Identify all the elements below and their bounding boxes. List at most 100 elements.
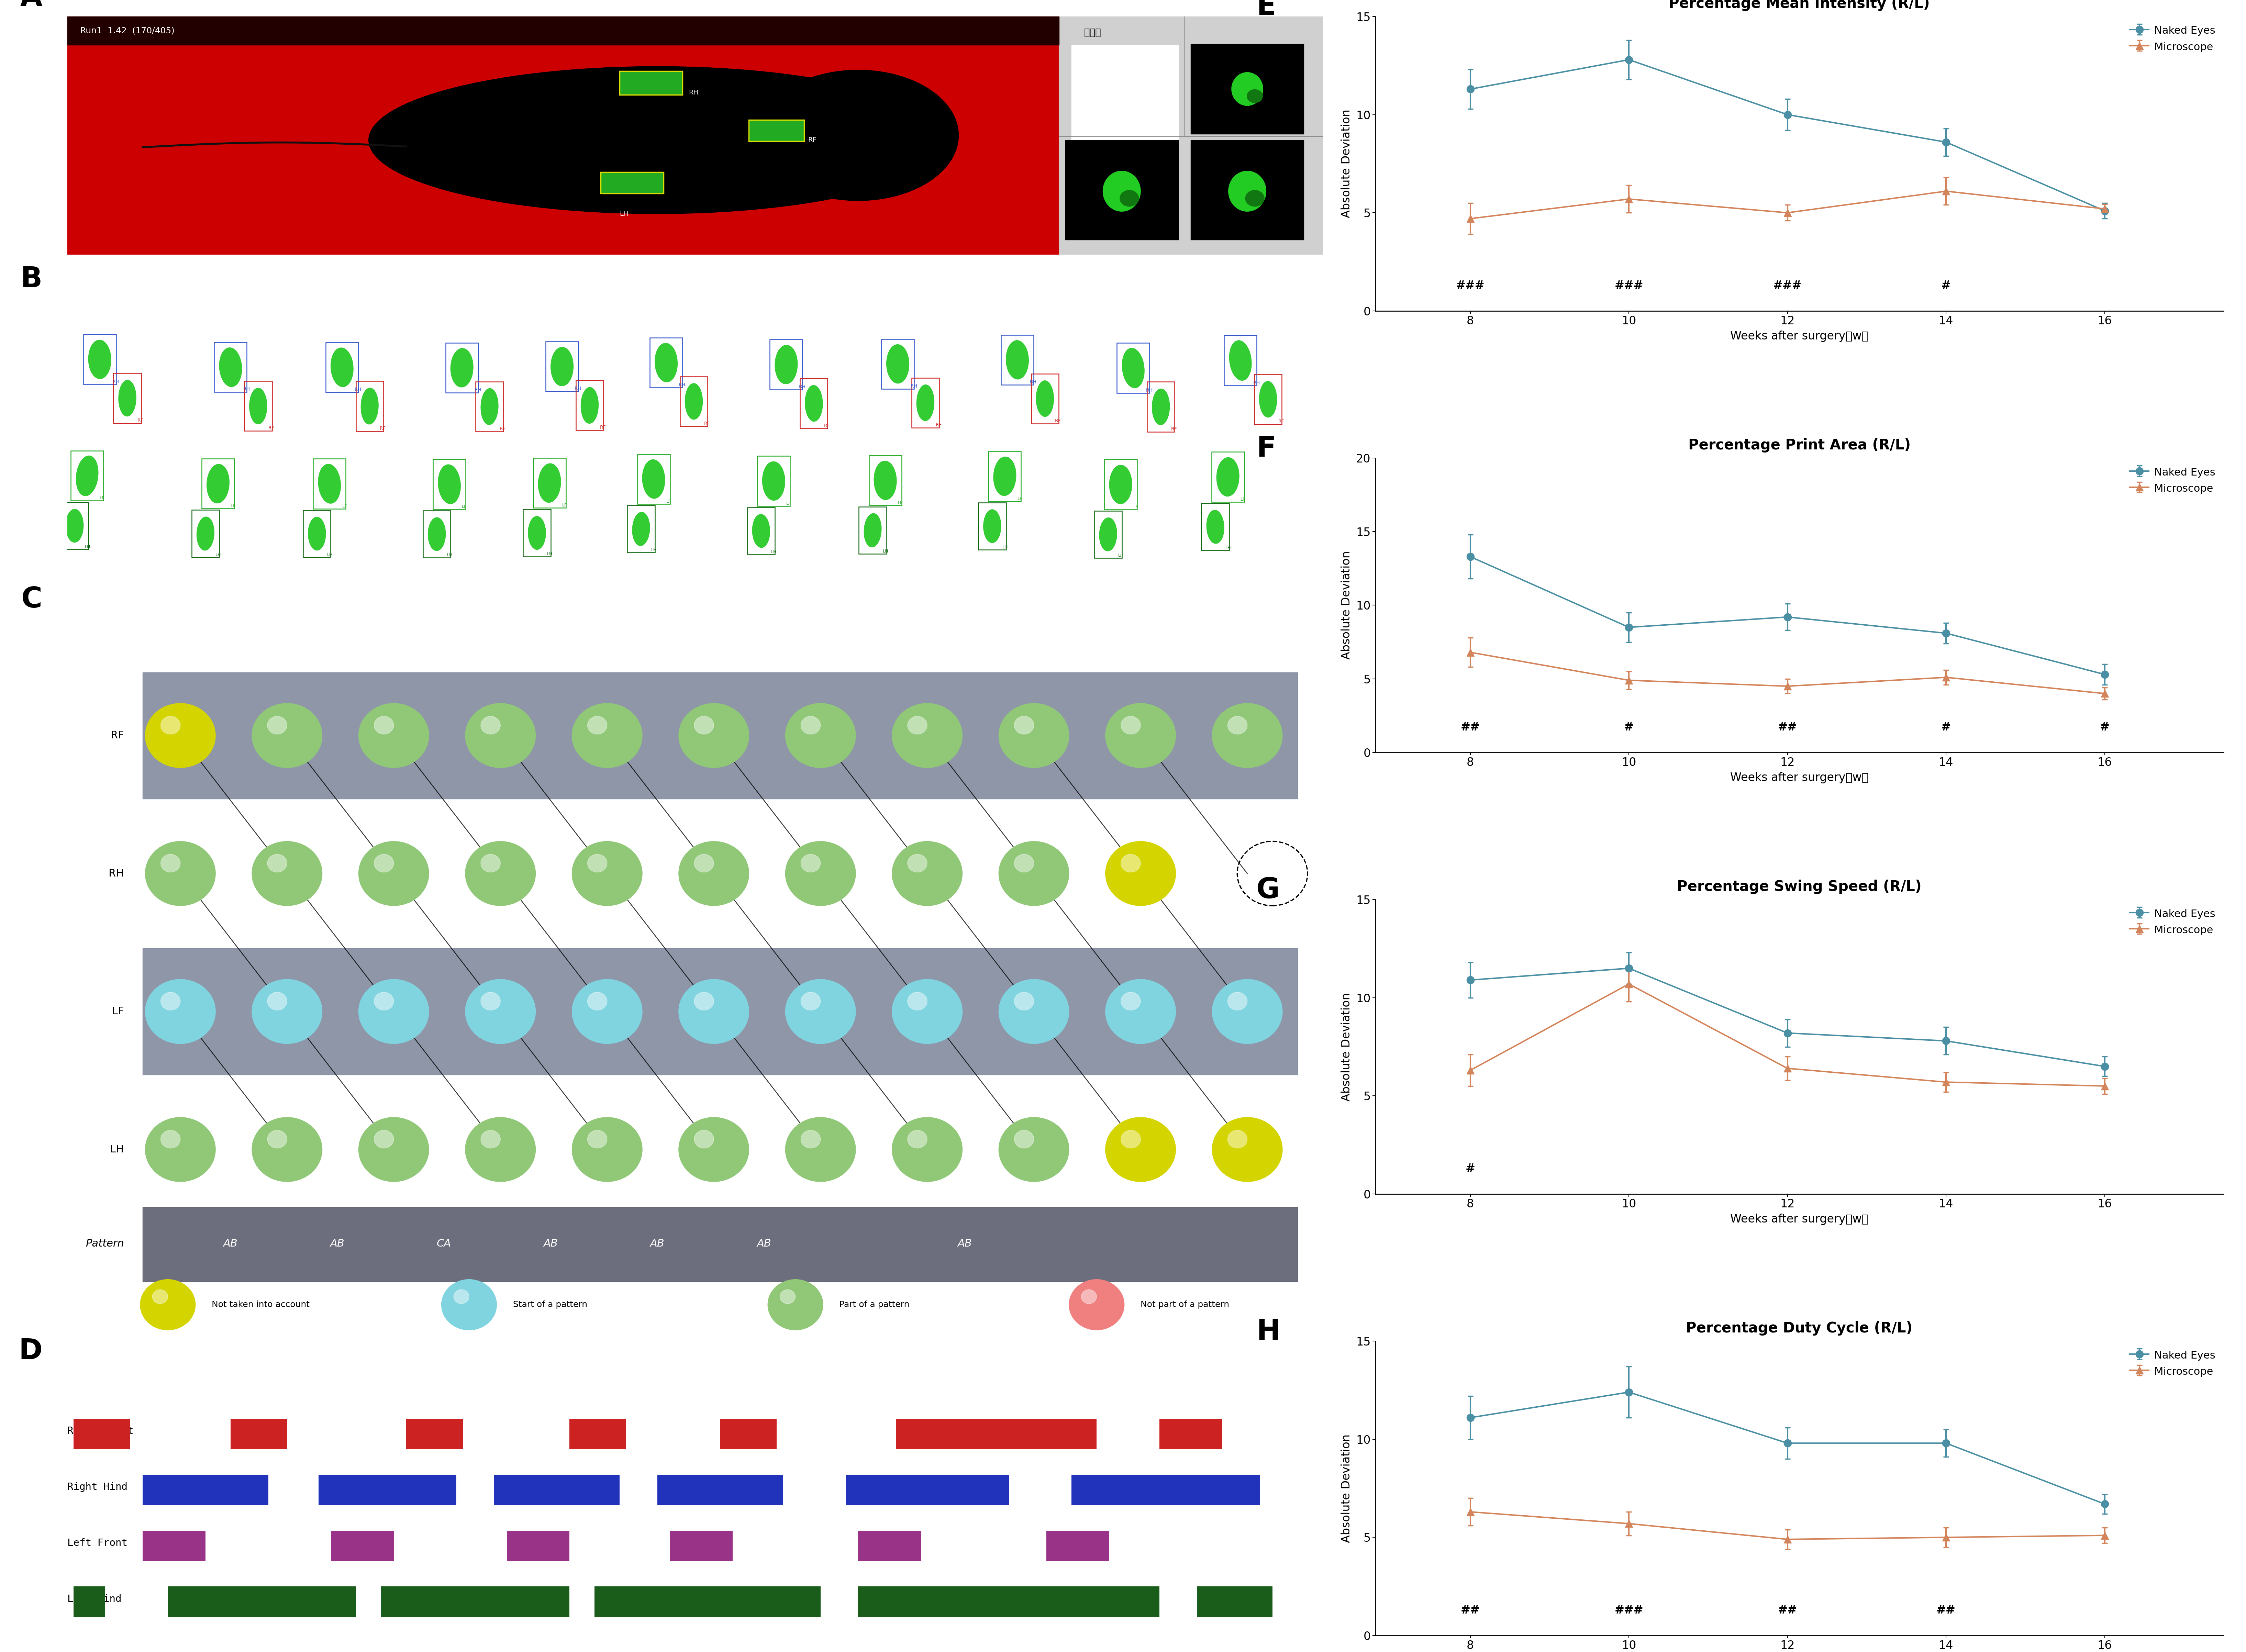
Circle shape	[465, 841, 535, 905]
Ellipse shape	[1035, 380, 1053, 416]
Text: AB: AB	[544, 1239, 557, 1249]
Ellipse shape	[656, 344, 678, 382]
Circle shape	[573, 980, 642, 1044]
Circle shape	[1213, 1117, 1282, 1181]
Circle shape	[375, 1130, 393, 1148]
Circle shape	[1229, 717, 1247, 733]
Ellipse shape	[761, 461, 784, 501]
Text: ##: ##	[1460, 722, 1480, 733]
Circle shape	[1015, 993, 1033, 1011]
Text: AB: AB	[957, 1239, 973, 1249]
Ellipse shape	[220, 347, 243, 387]
Text: RH: RH	[800, 385, 806, 390]
Bar	[669, 1530, 732, 1561]
Circle shape	[375, 993, 393, 1011]
Ellipse shape	[1247, 89, 1262, 102]
Circle shape	[779, 1290, 795, 1303]
Text: RF: RF	[600, 425, 606, 430]
Bar	[1253, 375, 1282, 425]
Ellipse shape	[1229, 172, 1267, 211]
Ellipse shape	[1098, 517, 1116, 552]
Bar	[1116, 344, 1150, 393]
Ellipse shape	[1217, 458, 1240, 496]
Legend: Naked Eyes, Microscope: Naked Eyes, Microscope	[2127, 1346, 2219, 1379]
Text: LF: LF	[1134, 504, 1139, 509]
Text: LF: LF	[562, 504, 566, 507]
Ellipse shape	[984, 509, 1002, 544]
Ellipse shape	[752, 514, 770, 547]
Text: LF: LF	[112, 1006, 124, 1016]
Text: LF: LF	[231, 504, 236, 509]
Circle shape	[1229, 993, 1247, 1011]
Circle shape	[481, 993, 501, 1011]
Bar	[202, 459, 234, 509]
Ellipse shape	[368, 66, 946, 213]
Bar	[61, 502, 88, 550]
Bar	[532, 458, 566, 507]
Circle shape	[162, 717, 180, 733]
Circle shape	[146, 1117, 216, 1181]
Bar	[144, 1475, 267, 1505]
Circle shape	[786, 1117, 856, 1181]
Text: B: B	[20, 266, 43, 292]
Text: RF: RF	[499, 426, 505, 431]
Bar	[1148, 382, 1175, 431]
Circle shape	[1229, 1130, 1247, 1148]
Circle shape	[1105, 704, 1175, 768]
Circle shape	[139, 1279, 195, 1330]
Ellipse shape	[887, 345, 910, 383]
Text: RF: RF	[934, 423, 941, 428]
Text: LH: LH	[1226, 545, 1231, 550]
Circle shape	[1121, 717, 1141, 733]
Text: RF: RF	[1170, 426, 1177, 431]
Circle shape	[162, 854, 180, 872]
Ellipse shape	[685, 383, 703, 420]
Ellipse shape	[1006, 340, 1029, 380]
Bar	[72, 451, 103, 501]
Circle shape	[1105, 1117, 1175, 1181]
Circle shape	[573, 1117, 642, 1181]
Text: C: C	[20, 585, 43, 613]
Ellipse shape	[916, 385, 934, 421]
Bar	[74, 1419, 130, 1449]
Circle shape	[999, 841, 1069, 905]
Circle shape	[1015, 854, 1033, 872]
Circle shape	[375, 717, 393, 733]
FancyBboxPatch shape	[620, 71, 683, 94]
Text: RH: RH	[112, 380, 119, 383]
Circle shape	[802, 854, 820, 872]
Bar	[144, 672, 1298, 800]
Text: RF: RF	[110, 730, 124, 740]
Text: Run1  1.42  (170/405): Run1 1.42 (170/405)	[81, 26, 175, 35]
Bar	[523, 509, 550, 557]
Text: #: #	[1941, 722, 1952, 733]
Bar	[570, 1419, 627, 1449]
Circle shape	[907, 717, 928, 733]
Circle shape	[375, 854, 393, 872]
Circle shape	[162, 993, 180, 1011]
Text: LH: LH	[328, 552, 332, 557]
Text: Start of a pattern: Start of a pattern	[512, 1300, 586, 1308]
Circle shape	[588, 993, 606, 1011]
Bar	[638, 454, 669, 504]
Bar	[1058, 17, 1323, 254]
Bar	[245, 382, 272, 431]
Text: D: D	[18, 1338, 43, 1365]
Bar	[67, 17, 1058, 254]
Circle shape	[481, 854, 501, 872]
Circle shape	[573, 704, 642, 768]
Ellipse shape	[1244, 190, 1264, 206]
Bar	[508, 1530, 570, 1561]
Circle shape	[1121, 854, 1141, 872]
Circle shape	[252, 841, 321, 905]
Ellipse shape	[451, 349, 474, 387]
Text: RH: RH	[1253, 380, 1260, 385]
Circle shape	[359, 1117, 429, 1181]
Circle shape	[1015, 1130, 1033, 1148]
Bar	[1105, 459, 1136, 509]
Circle shape	[907, 993, 928, 1011]
Bar	[1197, 1586, 1273, 1617]
Bar	[658, 1475, 784, 1505]
Bar	[880, 339, 914, 388]
Ellipse shape	[481, 388, 499, 425]
